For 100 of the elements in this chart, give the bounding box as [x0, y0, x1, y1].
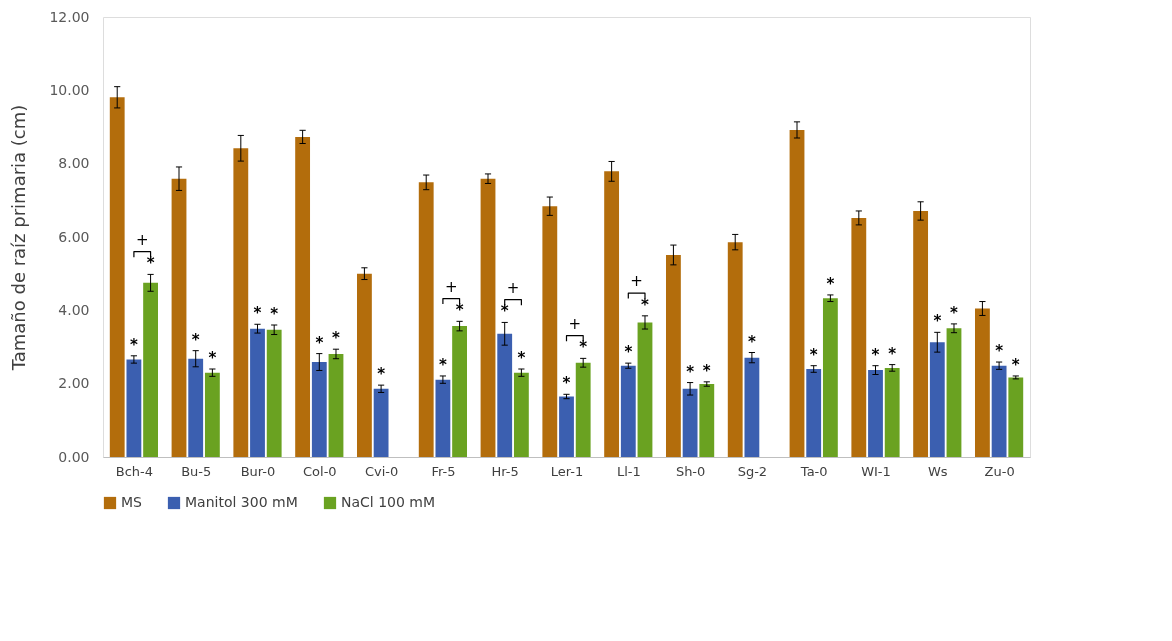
bar — [929, 342, 945, 457]
bar — [357, 273, 372, 457]
y-tick-label: 12.00 — [49, 8, 90, 25]
data-label: * — [871, 345, 880, 364]
bar — [480, 178, 496, 457]
legend-label: NaCl 100 mM — [341, 494, 436, 510]
bar — [851, 217, 867, 457]
x-tick-label: WI-1 — [861, 463, 891, 479]
bar — [328, 353, 344, 457]
y-tick-label: 2.00 — [58, 375, 90, 392]
data-label: * — [641, 295, 650, 314]
y-tick-label: 8.00 — [58, 155, 90, 172]
data-label: * — [500, 302, 509, 321]
bar — [575, 362, 591, 457]
data-label: * — [253, 304, 262, 323]
bar — [204, 372, 220, 457]
y-tick-label: 10.00 — [49, 81, 90, 98]
bar — [975, 308, 990, 457]
data-label: * — [933, 312, 942, 331]
x-tick-label: Fr-5 — [431, 463, 456, 479]
bar — [620, 365, 636, 457]
bar — [822, 298, 838, 457]
annotation: + — [630, 272, 643, 291]
data-label: * — [686, 362, 695, 381]
bar — [868, 370, 883, 457]
bar — [727, 242, 743, 457]
x-tick-label: Bur-0 — [240, 463, 276, 479]
bar — [542, 206, 558, 457]
data-label: * — [208, 349, 217, 367]
annotation: + — [444, 277, 458, 296]
bar — [418, 182, 434, 457]
annotation: + — [568, 314, 582, 333]
bar — [1008, 377, 1024, 457]
bar — [946, 328, 962, 457]
x-tick-label: Ler-1 — [550, 463, 584, 479]
bar — [109, 97, 125, 457]
bar — [884, 367, 900, 457]
x-tick-label: Ll-1 — [616, 463, 641, 479]
data-label: * — [332, 329, 341, 348]
data-label: * — [129, 335, 138, 354]
y-tick-label: 4.00 — [58, 301, 90, 318]
bar — [497, 333, 513, 457]
data-label: * — [995, 342, 1004, 361]
bar — [233, 148, 249, 457]
bar — [295, 136, 311, 457]
y-tick-label: 6.00 — [58, 228, 90, 245]
data-label: * — [377, 365, 386, 384]
bar — [637, 322, 653, 457]
bar — [126, 359, 142, 457]
data-label: * — [747, 332, 756, 351]
y-tick-label: 0.00 — [58, 448, 90, 465]
bar — [171, 178, 187, 457]
x-tick-label: Bu-5 — [181, 463, 212, 479]
data-label: * — [562, 374, 571, 393]
data-label: * — [517, 349, 526, 367]
x-tick-label: Bch-4 — [115, 463, 154, 479]
x-tick-label: Sg-2 — [737, 463, 768, 479]
x-tick-label: Ta-0 — [799, 463, 828, 479]
data-label: * — [888, 344, 897, 363]
x-tick-label: Ws — [927, 463, 948, 479]
data-label: * — [809, 345, 818, 364]
x-tick-label: Sh-0 — [675, 463, 706, 479]
data-label: * — [191, 330, 200, 349]
bar — [188, 358, 204, 457]
x-tick-label: Col-0 — [303, 463, 337, 479]
bar — [513, 372, 529, 457]
annotation: + — [506, 278, 520, 297]
bar — [913, 210, 929, 457]
data-label: * — [624, 343, 633, 362]
bar — [991, 365, 1007, 457]
bar — [250, 328, 265, 457]
data-label: * — [579, 338, 588, 357]
bar — [452, 326, 467, 457]
bar — [699, 384, 715, 457]
bar — [373, 388, 389, 457]
data-label: * — [1011, 355, 1020, 374]
bar — [266, 329, 282, 457]
data-label: * — [438, 355, 447, 374]
y-axis-title: Tamaño de raíz primaria (cm) — [8, 104, 30, 372]
bar — [604, 171, 620, 457]
bar — [311, 362, 327, 457]
bar — [789, 129, 805, 457]
bar — [682, 388, 698, 457]
data-label: * — [315, 333, 324, 352]
bar — [559, 396, 574, 457]
bar — [806, 369, 822, 457]
data-label: * — [455, 301, 464, 320]
bar — [666, 254, 681, 457]
data-label: * — [702, 361, 711, 380]
data-label: * — [270, 305, 279, 323]
bar — [744, 357, 760, 457]
data-label: * — [826, 274, 835, 293]
x-tick-label: Hr-5 — [491, 463, 519, 479]
data-label: * — [146, 254, 155, 273]
x-tick-label: Cvi-0 — [364, 463, 399, 479]
bar — [143, 282, 158, 457]
annotation: + — [135, 230, 149, 249]
legend-label: Manitol 300 mM — [185, 494, 298, 510]
legend-label: MS — [121, 494, 143, 510]
data-label: * — [950, 303, 959, 322]
